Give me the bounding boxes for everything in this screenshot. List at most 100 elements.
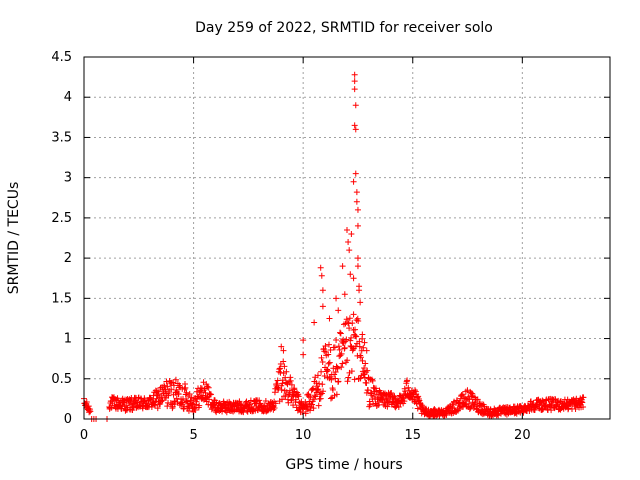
data-point <box>388 390 395 397</box>
data-point <box>349 320 356 327</box>
data-point <box>346 325 353 332</box>
data-point <box>282 374 289 381</box>
data-point <box>283 368 290 375</box>
data-point <box>352 332 359 339</box>
data-point <box>164 383 171 390</box>
data-point <box>155 391 162 398</box>
data-point <box>316 380 323 387</box>
data-points <box>81 71 587 422</box>
data-point <box>275 385 282 392</box>
data-point <box>346 315 353 322</box>
data-point <box>271 404 278 411</box>
data-point <box>282 392 289 399</box>
data-point <box>345 374 352 381</box>
data-point <box>348 368 355 375</box>
data-point <box>170 379 177 386</box>
data-point <box>317 264 324 271</box>
data-point <box>580 404 587 411</box>
data-point <box>474 396 481 403</box>
data-point <box>377 389 384 396</box>
x-tick-labels: 0 5 10 15 20 <box>80 428 531 443</box>
data-point <box>302 399 309 406</box>
data-point <box>280 358 287 365</box>
data-point <box>351 71 358 78</box>
data-point <box>325 360 332 367</box>
data-point <box>247 401 254 408</box>
x-axis-label: GPS time / hours <box>285 457 402 473</box>
y-tick-label: 2.5 <box>51 211 72 226</box>
data-point <box>327 347 334 354</box>
y-tick-label: 2 <box>64 251 72 266</box>
data-point <box>360 344 367 351</box>
data-point <box>350 275 357 282</box>
data-point <box>332 368 339 375</box>
data-point <box>175 391 182 398</box>
data-point <box>300 337 307 344</box>
data-point <box>181 403 188 410</box>
data-point <box>335 378 342 385</box>
data-point <box>276 366 283 373</box>
data-point <box>334 364 341 371</box>
data-point <box>346 247 353 254</box>
y-tick-labels: 0 0.5 1 1.5 2 2.5 3 3.5 4 4.5 <box>51 50 72 427</box>
data-point <box>335 307 342 314</box>
data-point <box>174 399 181 406</box>
data-point <box>343 336 350 343</box>
data-point <box>325 351 332 358</box>
data-point <box>154 405 161 412</box>
data-point <box>333 295 340 302</box>
data-point <box>539 406 546 413</box>
data-point <box>459 391 466 398</box>
data-point <box>180 395 187 402</box>
data-point <box>373 388 380 395</box>
y-tick-label: 4 <box>64 90 72 105</box>
x-tick-label: 15 <box>404 428 421 443</box>
data-point <box>324 367 331 374</box>
grid <box>84 57 610 419</box>
data-point <box>344 357 351 364</box>
data-point <box>333 336 340 343</box>
data-point <box>318 368 325 375</box>
data-point <box>181 386 188 393</box>
data-point <box>285 391 292 398</box>
data-point <box>351 78 358 85</box>
data-point <box>83 398 90 405</box>
data-point <box>352 126 359 133</box>
data-point <box>256 397 263 404</box>
data-point <box>172 376 179 383</box>
x-tick-label: 10 <box>295 428 312 443</box>
data-point <box>300 351 307 358</box>
data-point <box>351 122 358 129</box>
y-tick-label: 3 <box>64 171 72 186</box>
data-point <box>352 326 359 333</box>
data-point <box>261 402 268 409</box>
data-point <box>173 395 180 402</box>
data-point <box>344 378 351 385</box>
data-point <box>158 398 165 405</box>
data-point <box>325 341 332 348</box>
data-point <box>370 392 377 399</box>
data-point <box>309 386 316 393</box>
data-point <box>287 377 294 384</box>
data-point <box>335 343 342 350</box>
data-point <box>307 407 314 414</box>
data-point <box>328 376 335 383</box>
chart-title: Day 259 of 2022, SRMTID for receiver sol… <box>195 20 493 36</box>
data-point <box>356 338 363 345</box>
data-point <box>359 357 366 364</box>
data-point <box>322 342 329 349</box>
data-point <box>274 377 281 384</box>
data-point <box>236 398 243 405</box>
data-point <box>348 230 355 237</box>
data-point <box>579 399 586 406</box>
data-point <box>361 339 368 346</box>
data-point <box>329 386 336 393</box>
data-point <box>183 389 190 396</box>
data-point <box>353 198 360 205</box>
data-point <box>198 389 205 396</box>
data-point <box>357 375 364 382</box>
data-point <box>290 402 297 409</box>
data-point <box>319 287 326 294</box>
data-point <box>337 330 344 337</box>
